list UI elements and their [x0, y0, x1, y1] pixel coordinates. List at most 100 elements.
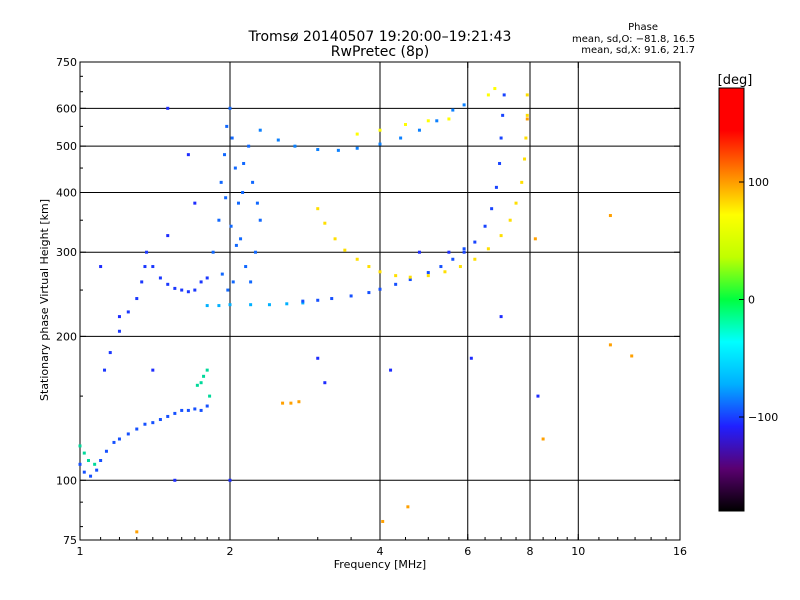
data-point [490, 207, 494, 211]
x-tick-label: 10 [571, 545, 585, 558]
data-point [158, 418, 162, 422]
data-point [117, 315, 121, 319]
y-tick-label: 400 [56, 186, 77, 199]
data-point [525, 117, 529, 121]
data-point [378, 270, 382, 274]
data-points [78, 87, 634, 534]
data-point [193, 288, 197, 292]
data-point [217, 218, 221, 222]
data-point [501, 113, 505, 117]
data-point [343, 248, 347, 252]
data-point [502, 93, 506, 97]
data-point [399, 136, 403, 140]
data-point [435, 119, 439, 123]
data-point [367, 265, 371, 269]
data-point [99, 458, 103, 462]
data-point [499, 234, 503, 238]
data-point [316, 298, 320, 302]
data-point [417, 250, 421, 254]
data-point [406, 505, 410, 509]
data-point [469, 356, 473, 360]
data-point [247, 144, 251, 148]
data-point [525, 113, 529, 117]
y-tick-label: 600 [56, 102, 77, 115]
data-point [486, 247, 490, 251]
data-point [541, 437, 545, 441]
data-point [323, 381, 327, 385]
data-point [117, 329, 121, 333]
data-point [112, 440, 116, 444]
data-point [253, 250, 257, 254]
data-point [173, 286, 177, 290]
data-point [451, 257, 455, 261]
colorbar-tick-label: 0 [748, 294, 755, 307]
data-point [219, 180, 223, 184]
data-point [486, 93, 490, 97]
colorbar-ticks: 100 0 −100 [739, 176, 778, 424]
data-point [355, 146, 359, 150]
data-point [241, 190, 245, 194]
y-tick-label: 75 [63, 534, 77, 547]
y-tick-label: 500 [56, 140, 77, 153]
data-point [151, 368, 155, 372]
data-point [258, 218, 262, 222]
x-tick-label: 6 [464, 545, 471, 558]
data-point [289, 401, 293, 405]
data-point [523, 157, 527, 161]
data-point [336, 148, 340, 152]
data-point [186, 153, 190, 157]
data-point [117, 437, 121, 441]
data-point [499, 315, 503, 319]
data-point [234, 243, 238, 247]
data-point [151, 265, 155, 269]
data-point [135, 530, 139, 534]
y-tick-label: 300 [56, 246, 77, 259]
data-point [514, 201, 518, 205]
data-point [226, 288, 230, 292]
data-point [224, 196, 228, 200]
data-point [630, 354, 634, 358]
data-point [355, 132, 359, 136]
data-point [249, 280, 253, 284]
data-point [236, 201, 240, 205]
data-point [498, 161, 502, 165]
data-point [536, 394, 540, 398]
data-point [439, 265, 443, 269]
y-tick-label: 200 [56, 330, 77, 343]
data-point [89, 474, 93, 478]
grid-lines [80, 62, 680, 540]
data-point [533, 237, 537, 241]
data-point [228, 106, 232, 110]
data-point [205, 368, 209, 372]
data-point [143, 265, 147, 269]
data-point [389, 368, 393, 372]
data-point [443, 270, 447, 274]
data-point [126, 310, 130, 314]
data-point [608, 343, 612, 347]
data-point [93, 462, 97, 466]
x-tick-label: 16 [673, 545, 687, 558]
data-point [186, 408, 190, 412]
data-point [193, 407, 197, 411]
data-point [244, 265, 248, 269]
data-point [180, 288, 184, 292]
data-point [231, 280, 235, 284]
data-point [378, 287, 382, 291]
data-point [225, 124, 229, 128]
data-point [135, 427, 139, 431]
data-point [508, 218, 512, 222]
data-point [426, 271, 430, 275]
data-point [451, 108, 455, 112]
data-point [78, 444, 82, 448]
data-point [205, 304, 209, 308]
colorbar-tick-label: 100 [748, 176, 769, 189]
data-point [186, 290, 190, 294]
data-point [151, 421, 155, 425]
data-point [349, 294, 353, 298]
data-point [242, 161, 246, 165]
data-point [166, 282, 170, 286]
data-point [103, 368, 107, 372]
data-point [462, 250, 466, 254]
y-tick-label: 750 [56, 56, 77, 69]
